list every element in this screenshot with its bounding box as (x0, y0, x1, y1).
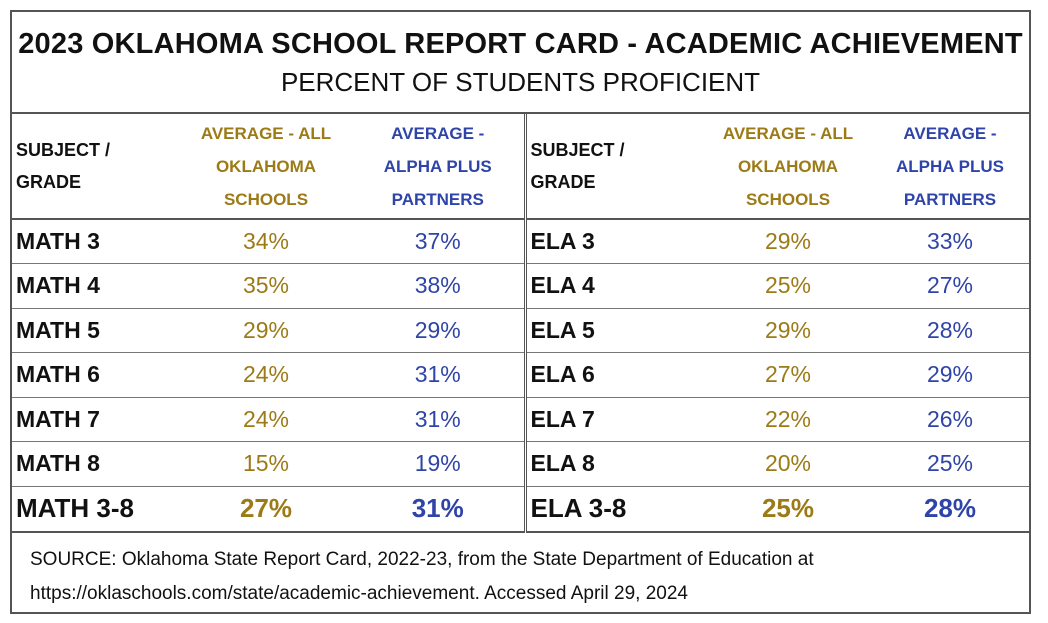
math-all-value: 24% (180, 352, 352, 398)
math-partners-value: 31% (352, 397, 527, 442)
table-row: MATH 4 35% 38% ELA 4 25% 27% (12, 263, 1029, 309)
ela-partners-value: 27% (871, 263, 1029, 309)
ela-partners-value: 25% (871, 441, 1029, 487)
table-row: MATH 3 34% 37% ELA 3 29% 33% (12, 219, 1029, 264)
ela-subject: ELA 5 (525, 308, 705, 353)
math-subject: MATH 3 (12, 219, 180, 264)
ela-all-value: 22% (705, 397, 871, 442)
source-line: SOURCE: Oklahoma State Report Card, 2022… (30, 549, 814, 570)
ela-subject: ELA 6 (525, 352, 705, 398)
source-url-line: https://oklaschools.com/state/academic-a… (30, 583, 688, 604)
math-partners-value: 29% (352, 308, 527, 353)
math-partners-header: AVERAGE - ALPHA PLUS PARTNERS (352, 114, 527, 220)
ela-partners-value: 29% (871, 352, 1029, 398)
total-row: MATH 3-8 27% 31% ELA 3-8 25% 28% (12, 486, 1029, 533)
report-card-table: 2023 OKLAHOMA SCHOOL REPORT CARD - ACADE… (10, 10, 1031, 614)
header-row: SUBJECT / GRADE AVERAGE - ALL OKLAHOMA SCHO… (12, 114, 1029, 220)
ela-total-all-value: 25% (705, 486, 871, 533)
ela-partners-value: 33% (871, 219, 1029, 264)
ela-all-value: 27% (705, 352, 871, 398)
math-partners-value: 31% (352, 352, 527, 398)
math-all-value: 35% (180, 263, 352, 309)
ela-subject: ELA 7 (525, 397, 705, 442)
math-total-subject: MATH 3-8 (12, 486, 180, 533)
math-total-all-value: 27% (180, 486, 352, 533)
table-row: MATH 6 24% 31% ELA 6 27% 29% (12, 352, 1029, 398)
math-partners-value: 19% (352, 441, 527, 487)
math-subject: MATH 6 (12, 352, 180, 398)
table-row: MATH 5 29% 29% ELA 5 29% 28% (12, 308, 1029, 353)
ela-all-schools-header: AVERAGE - ALL OKLAHOMA SCHOOLS (705, 114, 871, 220)
math-partners-value: 37% (352, 219, 527, 264)
math-subject: MATH 8 (12, 441, 180, 487)
math-partners-value: 38% (352, 263, 527, 309)
math-subject: MATH 7 (12, 397, 180, 442)
ela-total-subject: ELA 3-8 (525, 486, 705, 533)
table-row: MATH 8 15% 19% ELA 8 20% 25% (12, 441, 1029, 487)
math-all-value: 24% (180, 397, 352, 442)
title-block: 2023 OKLAHOMA SCHOOL REPORT CARD - ACADE… (12, 12, 1029, 114)
ela-subject: ELA 8 (525, 441, 705, 487)
math-subject: MATH 4 (12, 263, 180, 309)
ela-all-value: 29% (705, 219, 871, 264)
math-all-value: 34% (180, 219, 352, 264)
report-title: 2023 OKLAHOMA SCHOOL REPORT CARD - ACADE… (18, 28, 1023, 60)
math-all-value: 29% (180, 308, 352, 353)
ela-all-value: 20% (705, 441, 871, 487)
ela-total-partners-value: 28% (871, 486, 1029, 533)
ela-partners-value: 28% (871, 308, 1029, 353)
ela-partners-value: 26% (871, 397, 1029, 442)
math-all-schools-header: AVERAGE - ALL OKLAHOMA SCHOOLS (180, 114, 352, 220)
ela-all-value: 25% (705, 263, 871, 309)
ela-partners-header: AVERAGE - ALPHA PLUS PARTNERS (871, 114, 1029, 220)
math-total-partners-value: 31% (352, 486, 527, 533)
math-subject: MATH 5 (12, 308, 180, 353)
ela-all-value: 29% (705, 308, 871, 353)
ela-subject: ELA 4 (525, 263, 705, 309)
source-note: SOURCE: Oklahoma State Report Card, 2022… (12, 533, 1029, 611)
math-all-value: 15% (180, 441, 352, 487)
ela-subject-header: SUBJECT / GRADE (525, 114, 705, 220)
report-subtitle: PERCENT OF STUDENTS PROFICIENT (280, 67, 761, 97)
ela-subject: ELA 3 (525, 219, 705, 264)
table-row: MATH 7 24% 31% ELA 7 22% 26% (12, 397, 1029, 442)
achievement-table: SUBJECT / GRADE AVERAGE - ALL OKLAHOMA SCHO… (12, 114, 1029, 533)
math-subject-header: SUBJECT / GRADE (12, 114, 180, 220)
